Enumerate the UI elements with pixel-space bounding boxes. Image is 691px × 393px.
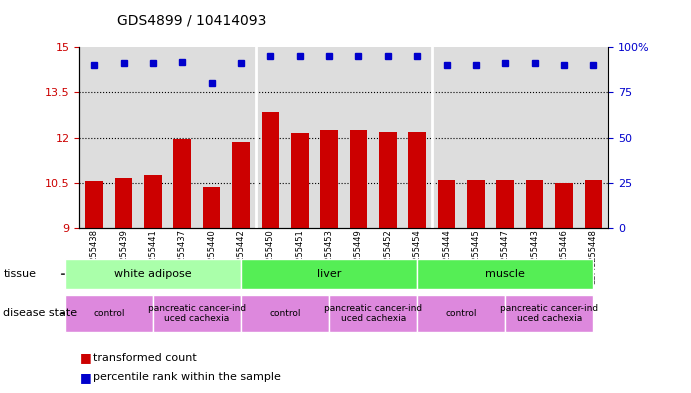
Text: liver: liver [317, 269, 341, 279]
Bar [437, 180, 455, 228]
Bar [173, 139, 191, 228]
Text: muscle: muscle [485, 269, 525, 279]
Bar [350, 130, 367, 228]
Text: pancreatic cancer-ind
uced cachexia: pancreatic cancer-ind uced cachexia [148, 304, 246, 323]
Text: tissue: tissue [3, 269, 37, 279]
Text: percentile rank within the sample: percentile rank within the sample [93, 372, 281, 382]
Bar [408, 132, 426, 228]
Text: pancreatic cancer-ind
uced cachexia: pancreatic cancer-ind uced cachexia [324, 304, 422, 323]
Bar [320, 130, 338, 228]
Bar [261, 112, 279, 228]
Bar [585, 180, 602, 228]
Bar [85, 181, 103, 228]
Text: GDS4899 / 10414093: GDS4899 / 10414093 [117, 14, 267, 28]
Bar [115, 178, 132, 228]
Bar [232, 142, 249, 228]
Text: white adipose: white adipose [114, 269, 191, 279]
Text: control: control [446, 309, 477, 318]
Bar [291, 133, 308, 228]
Text: control: control [269, 309, 301, 318]
Bar [467, 180, 484, 228]
Text: pancreatic cancer-ind
uced cachexia: pancreatic cancer-ind uced cachexia [500, 304, 598, 323]
Bar [379, 132, 397, 228]
Bar [526, 180, 543, 228]
Text: ■: ■ [79, 351, 91, 364]
Text: ■: ■ [79, 371, 91, 384]
Text: transformed count: transformed count [93, 353, 197, 363]
Bar [555, 183, 573, 228]
Text: disease state: disease state [3, 309, 77, 318]
Bar [202, 187, 220, 228]
Bar [496, 180, 514, 228]
Bar [144, 175, 162, 228]
Text: control: control [93, 309, 124, 318]
